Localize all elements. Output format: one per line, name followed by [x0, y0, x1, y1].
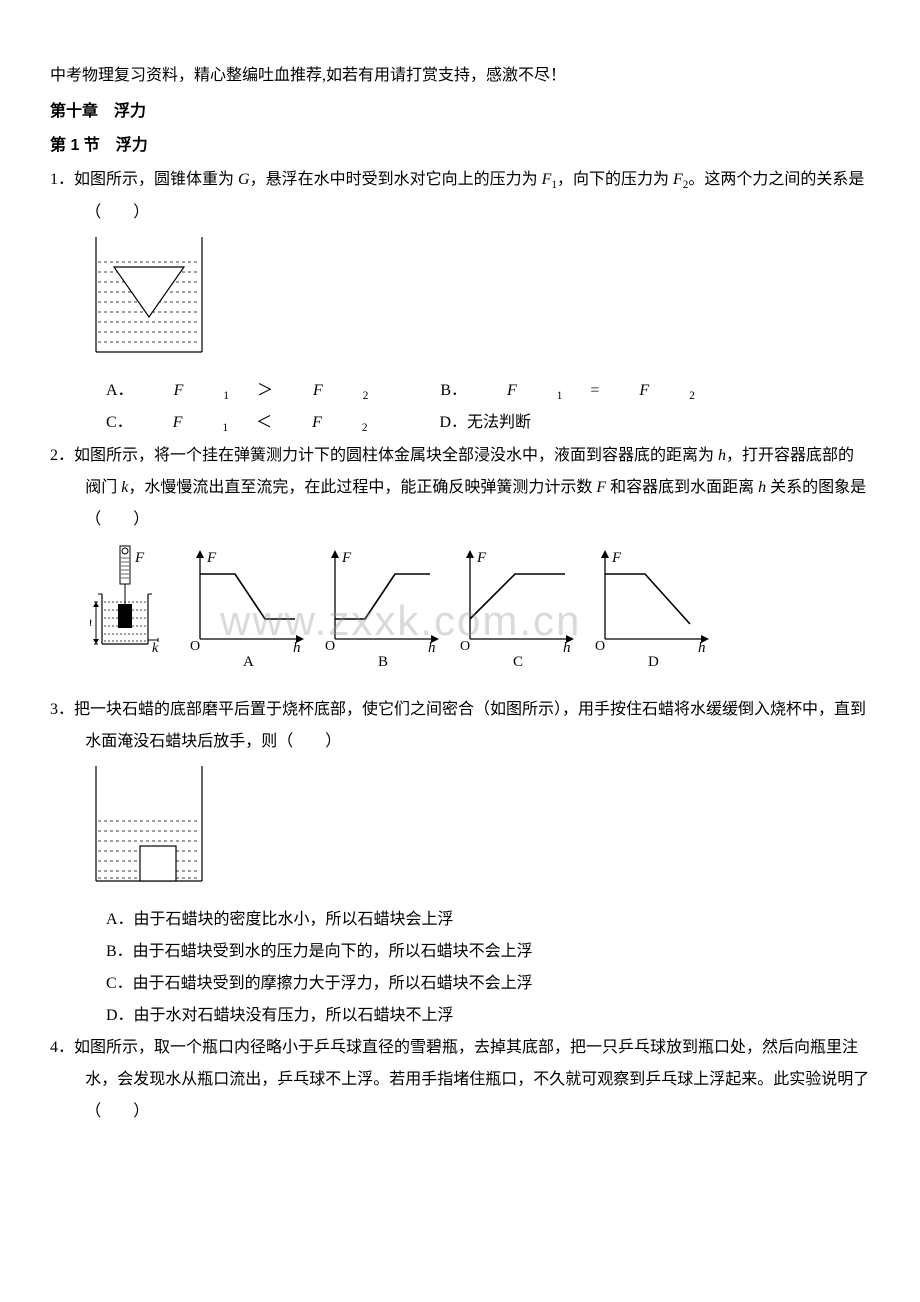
label-h: h — [90, 615, 92, 630]
label-f: F — [134, 550, 145, 566]
q1-num: 1． — [50, 171, 74, 188]
q1-t3: ，向下的压力为 — [557, 171, 673, 188]
q4-text: 4．如图所示，取一个瓶口内径略小于乒乓球直径的雪碧瓶，去掉其底部，把一只乒乓球放… — [50, 1032, 870, 1128]
graph-a-icon: F O h A — [190, 550, 304, 670]
q4-num: 4． — [50, 1039, 74, 1056]
q2-var-h: h — [718, 447, 726, 464]
q3-num: 3． — [50, 701, 74, 718]
q2-figure-row: www.zxxk.com.cn F — [90, 544, 870, 686]
svg-text:h: h — [563, 640, 571, 656]
q3-text: 3．把一块石蜡的底部磨平后置于烧杯底部，使它们之间密合（如图所示），用手按住石蜡… — [50, 694, 870, 758]
chapter-title: 第十章 浮力 — [50, 96, 870, 128]
q3-opt-b: B．由于石蜡块受到水的压力是向下的，所以石蜡块不会上浮 — [106, 936, 870, 968]
opt-c-label: C． — [106, 407, 133, 439]
opt-b-mid: = — [590, 375, 599, 407]
q2-num: 2． — [50, 447, 74, 464]
q3-opt-d: D．由于水对石蜡块没有压力，所以石蜡块不上浮 — [106, 1000, 870, 1032]
opt-a-s2: 2 — [363, 385, 369, 407]
q2-var-h2: h — [758, 479, 766, 496]
q1-opt-b: B． F 1 = F 2 — [440, 375, 722, 408]
q1-opt-d: D．无法判断 — [439, 407, 531, 439]
graph-b-icon: F O h B — [325, 550, 439, 670]
svg-text:F: F — [476, 550, 487, 566]
q1-var-f2: F — [673, 171, 683, 188]
q1-t1: 如图所示，圆锥体重为 — [74, 171, 238, 188]
svg-text:h: h — [293, 640, 301, 656]
svg-text:h: h — [428, 640, 436, 656]
q2-t1: 如图所示，将一个挂在弹簧测力计下的圆柱体金属块全部浸没水中，液面到容器底的距离为 — [74, 447, 718, 464]
svg-text:O: O — [325, 639, 335, 654]
opt-c-f1: F — [173, 407, 183, 439]
svg-text:F: F — [206, 550, 217, 566]
q1-var-g: G — [238, 171, 250, 188]
q1-figure — [90, 237, 870, 367]
label-k: k — [152, 641, 159, 656]
opt-b-s2: 2 — [689, 385, 695, 407]
question-1: 1．如图所示，圆锥体重为 G，悬浮在水中时受到水对它向上的压力为 F1，向下的压… — [50, 164, 870, 229]
q4-body: 如图所示，取一个瓶口内径略小于乒乓球直径的雪碧瓶，去掉其底部，把一只乒乓球放到瓶… — [74, 1039, 869, 1120]
opt-b-label: B． — [440, 375, 467, 407]
q1-var-f1: F — [542, 171, 552, 188]
svg-text:D: D — [648, 654, 659, 670]
svg-text:F: F — [611, 550, 622, 566]
svg-text:O: O — [595, 639, 605, 654]
svg-text:C: C — [513, 654, 523, 670]
opt-c-f2: F — [312, 407, 322, 439]
opt-a-f2: F — [313, 375, 323, 407]
q3-opt-a: A．由于石蜡块的密度比水小，所以石蜡块会上浮 — [106, 904, 870, 936]
section-title: 第 1 节 浮力 — [50, 130, 870, 162]
question-4: 4．如图所示，取一个瓶口内径略小于乒乓球直径的雪碧瓶，去掉其底部，把一只乒乓球放… — [50, 1032, 870, 1128]
apparatus-icon: F k h — [90, 546, 159, 656]
q1-t2: ，悬浮在水中时受到水对它向上的压力为 — [250, 171, 542, 188]
question-3: 3．把一块石蜡的底部磨平后置于烧杯底部，使它们之间密合（如图所示），用手按住石蜡… — [50, 694, 870, 758]
opt-a-s1: 1 — [223, 385, 229, 407]
q2-var-f: F — [596, 479, 606, 496]
opt-a-label: A． — [106, 375, 134, 407]
q1-text: 1．如图所示，圆锥体重为 G，悬浮在水中时受到水对它向上的压力为 F1，向下的压… — [50, 164, 870, 229]
opt-b-f2: F — [639, 375, 649, 407]
svg-text:F: F — [341, 550, 352, 566]
opt-c-mid: ＜ — [256, 407, 272, 439]
svg-text:h: h — [698, 640, 706, 656]
opt-a-mid: ＞ — [257, 375, 273, 407]
svg-text:B: B — [378, 654, 388, 670]
q2-t4: 和容器底到水面距离 — [606, 479, 758, 496]
q2-t3: ，水慢慢流出直至流完，在此过程中，能正确反映弹簧测力计示数 — [128, 479, 596, 496]
q1-opt-c: C． F 1 ＜ F 2 — [106, 407, 395, 440]
q2-text: 2．如图所示，将一个挂在弹簧测力计下的圆柱体金属块全部浸没水中，液面到容器底的距… — [50, 440, 870, 536]
opt-a-f1: F — [174, 375, 184, 407]
svg-text:O: O — [460, 639, 470, 654]
opt-c-s2: 2 — [362, 417, 368, 439]
opt-c-s1: 1 — [222, 417, 228, 439]
q3-body: 把一块石蜡的底部磨平后置于烧杯底部，使它们之间密合（如图所示），用手按住石蜡将水… — [74, 701, 866, 750]
intro-text: 中考物理复习资料，精心整编吐血推荐,如若有用请打赏支持，感激不尽！ — [50, 60, 870, 92]
svg-text:O: O — [190, 639, 200, 654]
q3-options: A．由于石蜡块的密度比水小，所以石蜡块会上浮 B．由于石蜡块受到水的压力是向下的… — [50, 904, 870, 1032]
graph-d-icon: F O h D — [595, 550, 709, 670]
opt-b-f1: F — [507, 375, 517, 407]
question-2: 2．如图所示，将一个挂在弹簧测力计下的圆柱体金属块全部浸没水中，液面到容器底的距… — [50, 440, 870, 536]
svg-text:A: A — [243, 654, 254, 670]
q3-figure — [90, 766, 870, 896]
q1-options: A． F 1 ＞ F 2 B． F 1 = F 2 C． F 1 ＜ F 2 D．无法判断 — [50, 375, 870, 440]
opt-b-s1: 1 — [557, 385, 563, 407]
graph-c-icon: F O h C — [460, 550, 574, 670]
q1-opt-a: A． F 1 ＞ F 2 — [106, 375, 396, 408]
q3-opt-c: C．由于石蜡块受到的摩擦力大于浮力，所以石蜡块不会上浮 — [106, 968, 870, 1000]
